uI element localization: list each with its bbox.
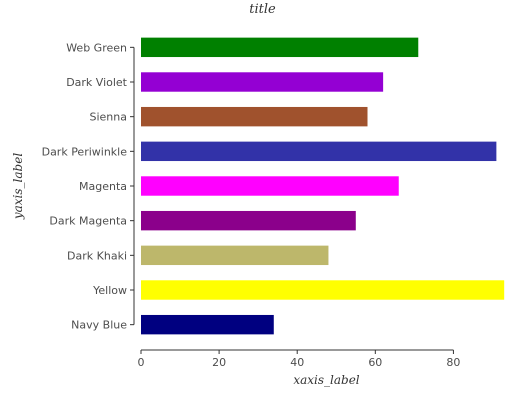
- x-tick-label: 20: [212, 356, 226, 369]
- y-tick-label: Sienna: [90, 111, 128, 124]
- bar-yellow: [141, 280, 505, 300]
- bar-dark-khaki: [141, 245, 329, 266]
- y-tick-label: Dark Magenta: [49, 215, 127, 228]
- x-tick-label: 0: [138, 356, 145, 369]
- y-tick-label: Magenta: [79, 180, 127, 193]
- y-tick-label: Web Green: [66, 41, 127, 54]
- bar-dark-magenta: [141, 210, 356, 231]
- bar-dark-violet: [141, 72, 384, 92]
- bar-web-green: [141, 37, 419, 58]
- x-tick-label: 40: [290, 356, 304, 369]
- bar-sienna: [141, 106, 368, 127]
- y-axis-title: yaxis_label: [11, 153, 25, 220]
- bar-navy-blue: [141, 314, 274, 335]
- bar-dark-periwinkle: [141, 141, 497, 162]
- x-axis-title: xaxis_label: [293, 373, 359, 387]
- y-tick-label: Navy Blue: [71, 319, 127, 332]
- y-tick-label: Yellow: [92, 284, 127, 297]
- x-tick-label: 80: [446, 356, 460, 369]
- x-tick-label: 60: [368, 356, 382, 369]
- y-tick-label: Dark Periwinkle: [42, 145, 128, 158]
- y-tick-label: Dark Violet: [66, 76, 127, 89]
- chart-title: title: [249, 2, 276, 17]
- y-tick-label: Dark Khaki: [67, 249, 127, 262]
- bar-magenta: [141, 176, 399, 196]
